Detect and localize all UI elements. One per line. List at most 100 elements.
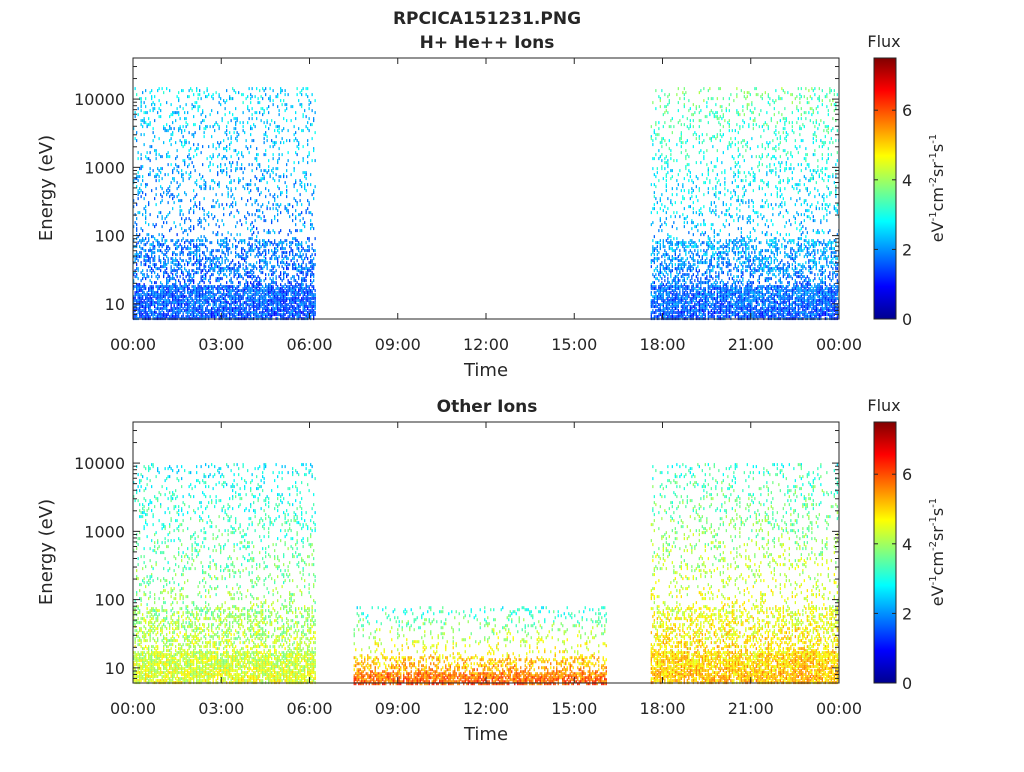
heatmap-cell <box>303 87 304 90</box>
heatmap-cell <box>252 169 253 172</box>
heatmap-cell <box>252 113 253 116</box>
heatmap-cell <box>234 285 235 288</box>
heatmap-cell <box>174 195 175 198</box>
heatmap-cell <box>262 285 263 288</box>
heatmap-cell <box>145 97 146 100</box>
heatmap-cell <box>243 267 244 270</box>
heatmap-cell <box>174 127 175 130</box>
heatmap-cell <box>204 287 205 290</box>
heatmap-cell <box>244 269 245 272</box>
heatmap-cell <box>202 269 203 272</box>
heatmap-cell <box>196 179 197 182</box>
heatmap-cell <box>271 119 272 122</box>
heatmap-cell <box>141 119 142 122</box>
heatmap-cell <box>295 239 296 242</box>
heatmap-cell <box>261 205 262 208</box>
heatmap-cell <box>294 257 295 260</box>
heatmap-cell <box>682 185 683 188</box>
heatmap-cell <box>304 187 305 190</box>
heatmap-cell <box>312 273 313 276</box>
heatmap-cell <box>271 303 272 306</box>
heatmap-cell <box>660 105 661 108</box>
heatmap-cell <box>144 101 145 104</box>
heatmap-cell <box>135 259 136 262</box>
heatmap-cell <box>276 283 277 286</box>
heatmap-cell <box>180 127 181 130</box>
heatmap-cell <box>250 179 251 182</box>
heatmap-cell <box>180 139 181 142</box>
heatmap-cell <box>234 237 235 240</box>
heatmap-cell <box>138 151 139 154</box>
heatmap-cell <box>187 155 188 158</box>
heatmap-cell <box>684 177 685 180</box>
heatmap-cell <box>664 301 665 304</box>
heatmap-cell <box>204 187 205 190</box>
heatmap-cell <box>655 185 656 188</box>
heatmap-cell <box>688 109 689 112</box>
heatmap-cell <box>252 265 253 268</box>
heatmap-cell <box>274 129 275 132</box>
heatmap-cell <box>265 133 266 136</box>
heatmap-cell <box>222 301 223 304</box>
heatmap-cell <box>165 307 166 310</box>
heatmap-cell <box>231 271 232 274</box>
heatmap-cell <box>271 169 272 172</box>
heatmap-cell <box>285 181 286 184</box>
heatmap-cell <box>235 239 236 242</box>
heatmap-cell <box>156 267 157 270</box>
heatmap-cell <box>190 225 191 228</box>
heatmap-cell <box>685 91 686 94</box>
heatmap-cell <box>295 131 296 134</box>
heatmap-cell <box>675 307 676 310</box>
heatmap-cell <box>213 261 214 264</box>
heatmap-cell <box>151 235 152 238</box>
heatmap-cell <box>265 219 266 222</box>
heatmap-cell <box>310 305 311 308</box>
heatmap-cell <box>145 243 146 246</box>
heatmap-cell <box>168 245 169 248</box>
heatmap-cell <box>663 267 664 270</box>
heatmap-cell <box>159 249 160 252</box>
heatmap-cell <box>214 269 215 272</box>
heatmap-cell <box>666 239 667 242</box>
heatmap-cell <box>262 259 263 262</box>
heatmap-cell <box>235 91 236 94</box>
heatmap-cell <box>142 191 143 194</box>
heatmap-cell <box>187 95 188 98</box>
heatmap-cell <box>675 267 676 270</box>
heatmap-cell <box>666 223 667 226</box>
heatmap-cell <box>312 313 313 316</box>
heatmap-cell <box>142 285 143 288</box>
heatmap-cell <box>268 97 269 100</box>
heatmap-cell <box>291 119 292 122</box>
heatmap-cell <box>315 111 316 114</box>
heatmap-cell <box>313 279 314 282</box>
heatmap-cell <box>684 189 685 192</box>
heatmap-cell <box>208 303 209 306</box>
heatmap-cell <box>685 253 686 256</box>
heatmap-cell <box>274 265 275 268</box>
heatmap-cell <box>264 279 265 282</box>
heatmap-cell <box>291 305 292 308</box>
heatmap-cell <box>276 313 277 316</box>
heatmap-cell <box>307 285 308 288</box>
heatmap-cell <box>144 259 145 262</box>
heatmap-cell <box>249 213 250 216</box>
heatmap-cell <box>295 217 296 220</box>
heatmap-cell <box>256 279 257 282</box>
heatmap-cell <box>250 299 251 302</box>
heatmap-cell <box>150 123 151 126</box>
heatmap-cell <box>189 261 190 264</box>
heatmap-cell <box>205 269 206 272</box>
heatmap-cell <box>678 173 679 176</box>
heatmap-cell <box>222 203 223 206</box>
heatmap-cell <box>142 305 143 308</box>
heatmap-cell <box>657 277 658 280</box>
heatmap-cell <box>682 279 683 282</box>
heatmap-cell <box>312 243 313 246</box>
heatmap-cell <box>171 137 172 140</box>
heatmap-cell <box>147 269 148 272</box>
heatmap-cell <box>654 287 655 290</box>
heatmap-cell <box>655 197 656 200</box>
heatmap-cell <box>159 107 160 110</box>
